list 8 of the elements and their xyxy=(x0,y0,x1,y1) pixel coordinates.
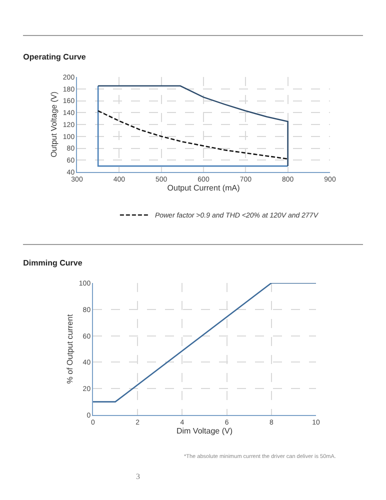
text: 3 xyxy=(136,472,140,481)
line-series xyxy=(97,110,288,160)
chart-title: Operating Curve xyxy=(23,52,86,62)
x-axis-title: Output Current (mA) xyxy=(167,184,240,192)
y-axis-title: Output Voltage (V) xyxy=(50,91,59,158)
x-axis-title: Dim Voltage (V) xyxy=(176,426,233,436)
chart-title: Dimming Curve xyxy=(23,258,83,268)
y-axis-title: % of Output current xyxy=(66,314,75,384)
